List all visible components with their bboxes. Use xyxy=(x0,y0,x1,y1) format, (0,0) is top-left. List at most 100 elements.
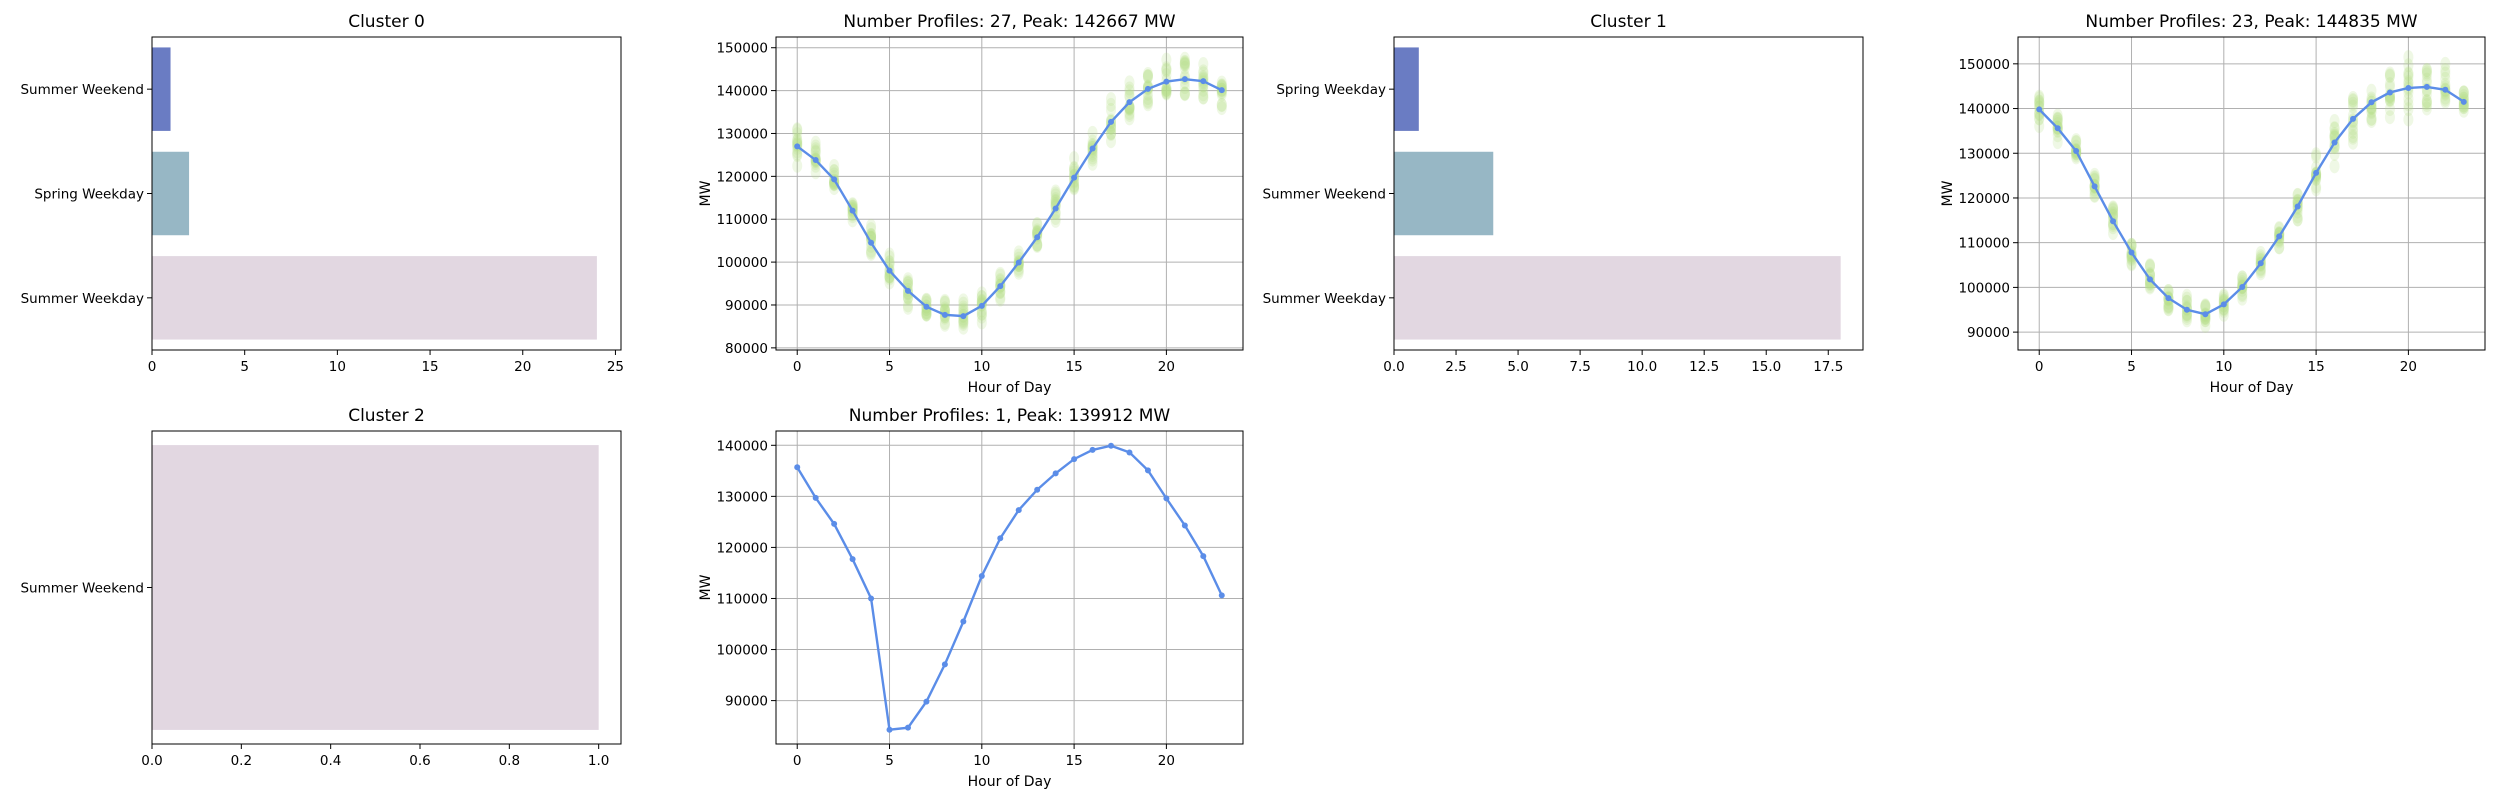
series-point-6 xyxy=(2146,276,2153,283)
series-point-11 xyxy=(997,535,1004,542)
profile-point xyxy=(2200,298,2211,313)
series-point-15 xyxy=(1071,174,1078,181)
series-point-9 xyxy=(960,618,967,625)
profile-point xyxy=(1161,84,1172,99)
profile-point xyxy=(2384,77,2395,92)
profile-point xyxy=(1161,68,1172,83)
profile-point xyxy=(1106,125,1117,140)
profile-point xyxy=(902,300,913,315)
series-point-13 xyxy=(1034,486,1041,493)
series-point-13 xyxy=(1034,234,1041,241)
series-point-15 xyxy=(1071,456,1078,463)
profile-point xyxy=(921,307,932,322)
profile-point xyxy=(2421,65,2432,80)
profile-point xyxy=(921,307,932,322)
subplot-2: Cluster 1 Spring Weekday Summer Weekend Sum… xyxy=(1262,12,1864,375)
profile-point xyxy=(1216,98,1227,113)
profile-point xyxy=(1142,67,1153,82)
series-point-7 xyxy=(2165,295,2172,302)
series-point-17 xyxy=(1108,118,1115,125)
profile-point xyxy=(958,320,969,335)
profile-point xyxy=(1161,63,1172,78)
x-tick-label-0: 0 xyxy=(793,753,802,769)
profile-point xyxy=(976,315,987,330)
profile-point xyxy=(2440,63,2451,78)
profile-point xyxy=(939,295,950,310)
profile-point xyxy=(2108,208,2119,223)
profile-point xyxy=(1124,75,1135,90)
series-point-1 xyxy=(2054,125,2061,132)
series-point-19 xyxy=(2386,89,2393,96)
subplot-5: Number Profiles: 1, Peak: 139912 MW 0 5 10 1… xyxy=(698,406,1244,790)
profile-point xyxy=(1161,85,1172,100)
series-point-22 xyxy=(1200,78,1207,85)
profile-point xyxy=(976,309,987,324)
y-tick-label-1: 100000 xyxy=(1958,280,2010,296)
profile-point xyxy=(2200,299,2211,314)
profile-point xyxy=(2366,111,2377,126)
x-tick-label-2: 10 xyxy=(329,359,346,375)
axes-frame xyxy=(151,430,622,745)
x-tick-label-6: 15.0 xyxy=(1751,359,1781,375)
profile-point xyxy=(2144,280,2155,295)
bar-2 xyxy=(1394,256,1841,340)
profile-point xyxy=(2108,201,2119,216)
axes-frame xyxy=(2017,36,2486,351)
profile-point xyxy=(2034,119,2045,134)
profile-point xyxy=(1142,68,1153,83)
profile-point xyxy=(1050,186,1061,201)
profile-point xyxy=(884,250,895,265)
profile-point xyxy=(2421,67,2432,82)
profile-point xyxy=(1179,55,1190,70)
bar-0 xyxy=(152,445,599,730)
profile-point xyxy=(884,275,895,290)
series-point-0 xyxy=(794,464,801,471)
profile-point xyxy=(2034,96,2045,111)
profile-point xyxy=(2163,300,2174,315)
profile-point xyxy=(976,290,987,305)
series-point-23 xyxy=(1218,592,1225,599)
profile-point xyxy=(884,247,895,262)
profile-point xyxy=(2200,300,2211,315)
series-point-1 xyxy=(812,157,819,164)
profile-point xyxy=(2403,92,2414,107)
profile-point xyxy=(2421,98,2432,113)
axes-frame xyxy=(1393,36,1864,351)
series-point-5 xyxy=(886,267,893,274)
profile-point xyxy=(2440,56,2451,71)
series-point-12 xyxy=(1015,507,1022,514)
series-point-16 xyxy=(1089,446,1096,453)
profile-point xyxy=(2329,146,2340,161)
subplot-1: Number Profiles: 27, Peak: 142667 MW 0 5 10… xyxy=(698,12,1244,396)
x-tick-label-3: 15 xyxy=(421,359,438,375)
profile-point xyxy=(2163,299,2174,314)
series-point-14 xyxy=(1052,205,1059,212)
series-point-12 xyxy=(1015,259,1022,266)
subplot-title: Number Profiles: 27, Peak: 142667 MW xyxy=(843,12,1175,32)
profile-point xyxy=(2366,83,2377,98)
series-point-20 xyxy=(1163,495,1170,502)
profile-point xyxy=(2421,72,2432,87)
y-tick-label-3: 120000 xyxy=(1958,191,2010,207)
y-tick-label-1: 90000 xyxy=(725,298,768,314)
series-point-21 xyxy=(2423,83,2430,90)
profile-point xyxy=(939,301,950,316)
series-point-2 xyxy=(2073,148,2080,155)
profile-point xyxy=(2144,258,2155,273)
profile-point xyxy=(2163,302,2174,317)
profile-point xyxy=(1161,82,1172,97)
profile-point xyxy=(1179,86,1190,101)
profile-point xyxy=(2052,108,2063,123)
series-point-3 xyxy=(2091,183,2098,190)
series-point-18 xyxy=(1126,99,1133,106)
profile-point xyxy=(829,164,840,179)
x-tick-label-4: 10.0 xyxy=(1627,359,1657,375)
profile-point xyxy=(1087,156,1098,171)
profile-point xyxy=(2200,313,2211,328)
profile-point xyxy=(1216,101,1227,116)
category-label-2: Summer Weekday xyxy=(21,291,144,307)
profile-point xyxy=(1179,86,1190,101)
profile-point xyxy=(810,165,821,180)
x-axis-label: Hour of Day xyxy=(968,380,1052,396)
profile-point xyxy=(2034,91,2045,106)
